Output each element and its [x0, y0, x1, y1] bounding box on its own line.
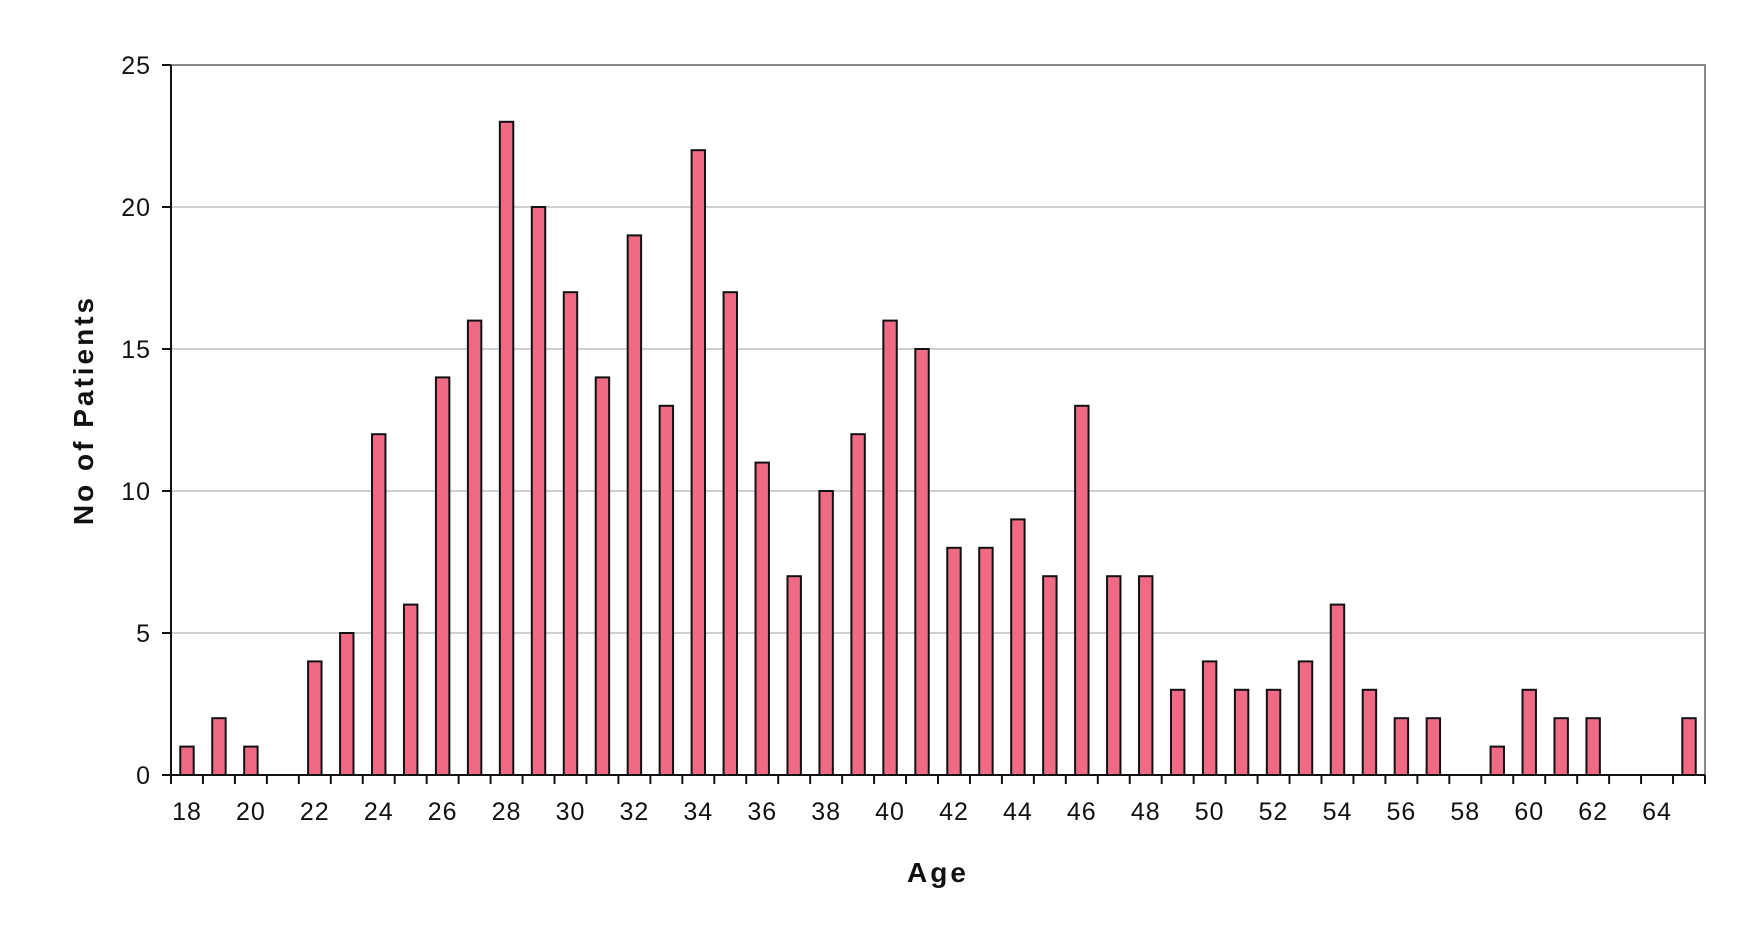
bar-age-65: [1681, 717, 1697, 777]
bar-age-50: [1201, 660, 1218, 777]
y-axis-title: No of Patients: [68, 295, 99, 525]
bar-age-24: [371, 433, 387, 776]
x-tick-label: 28: [492, 798, 522, 826]
bar-age-23: [339, 632, 355, 776]
bar-age-26: [434, 376, 451, 776]
bar-age-60: [1521, 688, 1537, 776]
x-tick-label: 30: [556, 798, 586, 826]
bar-age-38: [818, 490, 834, 776]
plot-area: [170, 64, 1706, 776]
bar-age-32: [626, 234, 643, 776]
axes: [162, 64, 1706, 784]
x-tick-label: 54: [1323, 798, 1353, 826]
x-tick-label: 32: [619, 798, 649, 826]
x-tick-label: 20: [236, 798, 266, 826]
bar-age-40: [882, 319, 898, 776]
x-tick-label: 58: [1450, 798, 1480, 826]
bar-age-57: [1425, 717, 1442, 777]
bar-age-44: [1010, 518, 1026, 777]
x-tick-label: 52: [1259, 798, 1289, 826]
y-tick-label: 20: [121, 194, 151, 222]
bars: [179, 120, 1697, 777]
x-tick-label: 42: [939, 798, 969, 826]
x-tick-label: 36: [747, 798, 777, 826]
y-tick-label: 10: [121, 478, 151, 506]
bar-age-42: [946, 546, 962, 776]
bar-age-25: [402, 603, 419, 776]
y-tick-labels: 0 5 10 15 20 25: [121, 52, 151, 790]
bar-age-45: [1042, 575, 1058, 777]
bar-age-53: [1297, 660, 1314, 777]
bar-age-55: [1361, 688, 1378, 776]
y-tick-label: 0: [136, 762, 151, 790]
bar-age-20: [243, 745, 259, 776]
x-tick-label: 62: [1578, 798, 1608, 826]
y-tick-label: 15: [121, 336, 151, 364]
bar-age-33: [658, 404, 675, 776]
x-tick-label: 56: [1386, 798, 1416, 826]
bar-age-31: [594, 376, 611, 776]
bar-age-35: [722, 291, 738, 776]
x-tick-label: 48: [1131, 798, 1161, 826]
bar-age-61: [1553, 717, 1569, 777]
y-tick-label: 5: [136, 620, 151, 648]
bar-age-52: [1265, 688, 1282, 776]
bar-age-36: [754, 461, 770, 776]
x-tick-label: 38: [811, 798, 841, 826]
x-tick-label: 34: [683, 798, 713, 826]
x-tick-label: 40: [875, 798, 905, 826]
bar-age-62: [1585, 717, 1601, 777]
x-tick-label: 22: [300, 798, 330, 826]
bar-age-29: [530, 206, 547, 776]
bar-age-59: [1489, 745, 1505, 776]
bar-age-39: [850, 433, 866, 776]
bar-age-43: [978, 546, 994, 776]
bar-age-30: [562, 291, 579, 776]
bar-age-56: [1393, 717, 1410, 777]
x-tick-label: 60: [1514, 798, 1544, 826]
bar-age-49: [1169, 688, 1186, 776]
x-tick-label: 26: [428, 798, 458, 826]
bar-age-46: [1074, 404, 1090, 776]
bar-age-18: [179, 745, 195, 776]
x-tick-label: 46: [1067, 798, 1097, 826]
bar-age-37: [786, 575, 802, 777]
gridlines: [171, 206, 1705, 634]
bar-age-54: [1329, 603, 1346, 776]
bar-age-27: [466, 319, 483, 776]
bar-age-34: [690, 149, 707, 776]
bar-age-48: [1138, 575, 1154, 777]
x-axis-title: Age: [907, 857, 969, 888]
bar-age-28: [498, 120, 515, 777]
x-tick-label: 64: [1642, 798, 1672, 826]
x-tick-label: 24: [364, 798, 394, 826]
x-tick-labels: 18 20 22 24 26 28 30 32 34 36 38 40 42 44 46 48 50 52 54 56…: [172, 798, 1672, 826]
bar-age-47: [1106, 575, 1122, 777]
bar-age-51: [1233, 688, 1250, 776]
x-tick-label: 18: [172, 798, 202, 826]
bar-age-19: [211, 717, 227, 777]
y-tick-label: 25: [121, 52, 151, 80]
bar-age-41: [914, 348, 930, 776]
x-tick-label: 50: [1195, 798, 1225, 826]
x-tick-label: 44: [1003, 798, 1033, 826]
bar-age-22: [307, 660, 323, 777]
